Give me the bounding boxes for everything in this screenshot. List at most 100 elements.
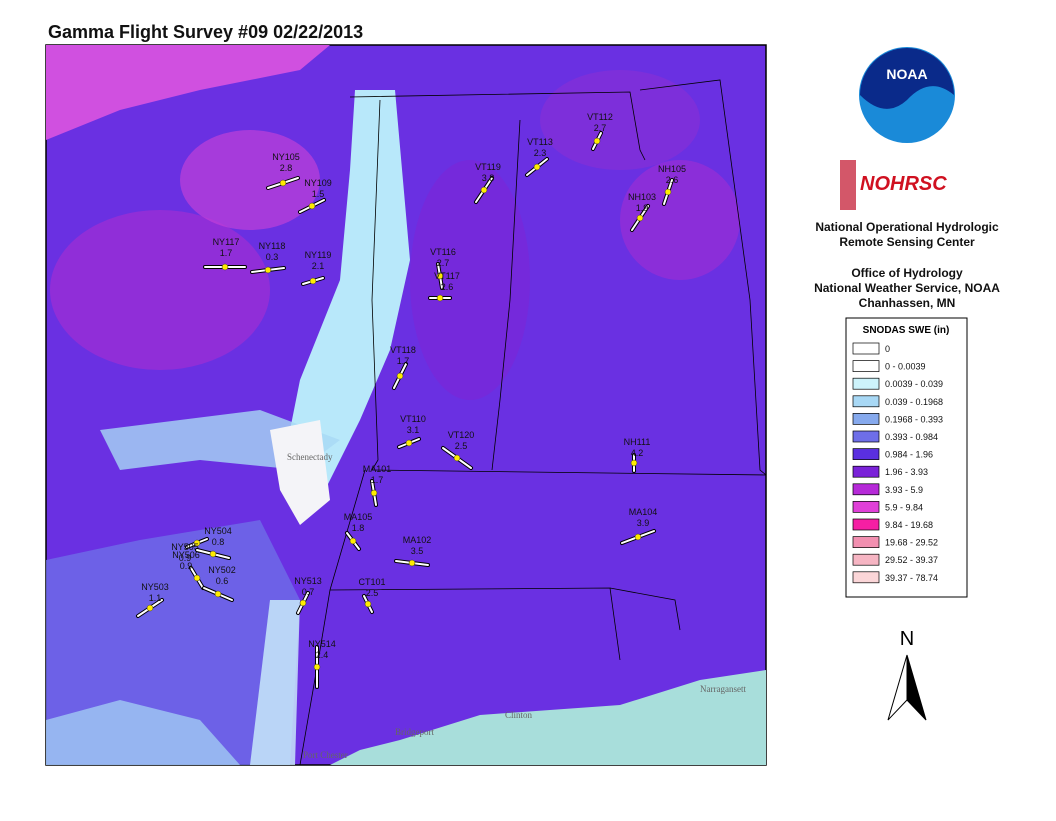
flight-swe: 2.5: [366, 588, 379, 598]
legend-swatch: [852, 413, 880, 425]
legend-label: 0.1968 - 0.393: [885, 414, 943, 424]
flight-name: NY513: [294, 576, 322, 586]
flight-point: [436, 272, 444, 280]
flight-point: [634, 533, 642, 541]
flight-point: [533, 163, 541, 171]
legend-swatch: [852, 483, 880, 496]
flight-swe: 3.1: [407, 425, 420, 435]
flight-swe: 0.9: [180, 561, 193, 571]
flight-name: NY109: [304, 178, 332, 188]
flight-swe: 1.9: [636, 203, 649, 213]
flight-point: [221, 263, 229, 271]
flight-point: [630, 459, 638, 467]
legend-label: 5.9 - 9.84: [885, 502, 923, 512]
flight-name: NH111: [624, 437, 651, 447]
legend-swatch: [852, 448, 880, 460]
legend-swatch: [852, 501, 880, 513]
flight-name: NY514: [308, 639, 336, 649]
flight-name: NY503: [141, 582, 169, 592]
flight-swe: 1.1: [149, 593, 162, 603]
flight-point: [264, 266, 272, 274]
flight-name: NY105: [272, 152, 300, 162]
agency-line: Chanhassen, MN: [859, 296, 956, 310]
place-label: Schenectady: [287, 452, 333, 462]
places: Schenectady Clinton Bridgeport Port Ches…: [287, 452, 746, 760]
flight-swe: 1.5: [312, 189, 325, 199]
flight-point: [664, 188, 672, 196]
flight-name: VT112: [587, 112, 613, 122]
agency-line: Remote Sensing Center: [839, 235, 975, 249]
flight-name: MA104: [629, 507, 658, 517]
place-label: Narragansett: [700, 684, 746, 694]
flight-point: [408, 559, 416, 567]
flight-point: [396, 372, 404, 380]
flight-name: VT110: [400, 414, 426, 424]
nohrsc-logo: NOHRSC: [840, 160, 947, 210]
flight-swe: 2.7: [437, 258, 450, 268]
flight-point: [209, 550, 217, 558]
flight-name: NY119: [305, 250, 332, 260]
legend-label: 39.37 - 78.74: [885, 573, 938, 583]
flight-point: [453, 454, 461, 462]
flight-swe: 0.9: [179, 553, 192, 563]
legend-label: 0.039 - 0.1968: [885, 397, 943, 407]
agency-line: National Operational Hydrologic: [815, 220, 999, 234]
legend-label: 0.393 - 0.984: [885, 432, 938, 442]
legend-swatch: [852, 465, 880, 478]
flight-swe: 3.9: [637, 518, 650, 528]
agency-line: National Weather Service, NOAA: [814, 281, 1000, 295]
flight-point: [349, 537, 357, 545]
place-label: Bridgeport: [395, 727, 434, 737]
agency-line: Office of Hydrology: [851, 266, 963, 280]
flight-point: [193, 574, 201, 582]
legend-swatch: [852, 571, 880, 584]
legend-swatch: [852, 342, 880, 355]
legend-label: 29.52 - 39.37: [885, 555, 938, 565]
flight-name: NH103: [628, 192, 656, 202]
flight-point: [436, 294, 444, 302]
flight-point: [593, 137, 601, 145]
flight-name: NY117: [213, 237, 240, 247]
flight-name: VT120: [448, 430, 475, 440]
legend-label: 0.0039 - 0.039: [885, 379, 943, 389]
flight-name: VT113: [527, 137, 553, 147]
flight-point: [313, 663, 321, 671]
legend-swatch: [852, 518, 880, 531]
legend-label: 3.93 - 5.9: [885, 485, 923, 495]
flight-name: NY506: [172, 550, 200, 560]
logo-text: NOAA: [886, 66, 927, 82]
place-label: Port Chester: [303, 750, 348, 760]
flight-name: CT101: [358, 577, 385, 587]
flight-point: [370, 489, 378, 497]
flight-point: [193, 539, 201, 547]
flight-name: NY502: [208, 565, 236, 575]
legend-label: 1.96 - 3.93: [885, 467, 928, 477]
flight-name: VT116: [430, 247, 456, 257]
flight-swe: 0.8: [212, 537, 225, 547]
legend-swatch: [852, 395, 880, 408]
flight-swe: 1.7: [371, 475, 384, 485]
flight-name: NY505: [171, 542, 199, 552]
legend-label: 0.984 - 1.96: [885, 450, 933, 460]
noaa-logo: NOAA: [859, 47, 955, 143]
flight-point: [146, 604, 154, 612]
flight-swe: 2.6: [666, 175, 679, 185]
flight-swe: 1.8: [352, 523, 365, 533]
flight-swe: 2.5: [455, 441, 468, 451]
legend-swatch: [852, 360, 880, 372]
legend-swatch: [852, 377, 880, 390]
north-label: N: [900, 628, 914, 650]
flight-swe: 2.3: [534, 148, 547, 158]
flight-swe: 2.8: [280, 163, 293, 173]
flight-point: [309, 277, 317, 285]
map: [45, 44, 767, 766]
flight-name: NY504: [204, 526, 232, 536]
flight-point: [279, 179, 287, 187]
flight-point: [214, 590, 222, 598]
legend-swatch: [852, 430, 880, 443]
flight-swe: 2.7: [594, 123, 607, 133]
flight-point: [299, 599, 307, 607]
flight-point: [405, 439, 413, 447]
